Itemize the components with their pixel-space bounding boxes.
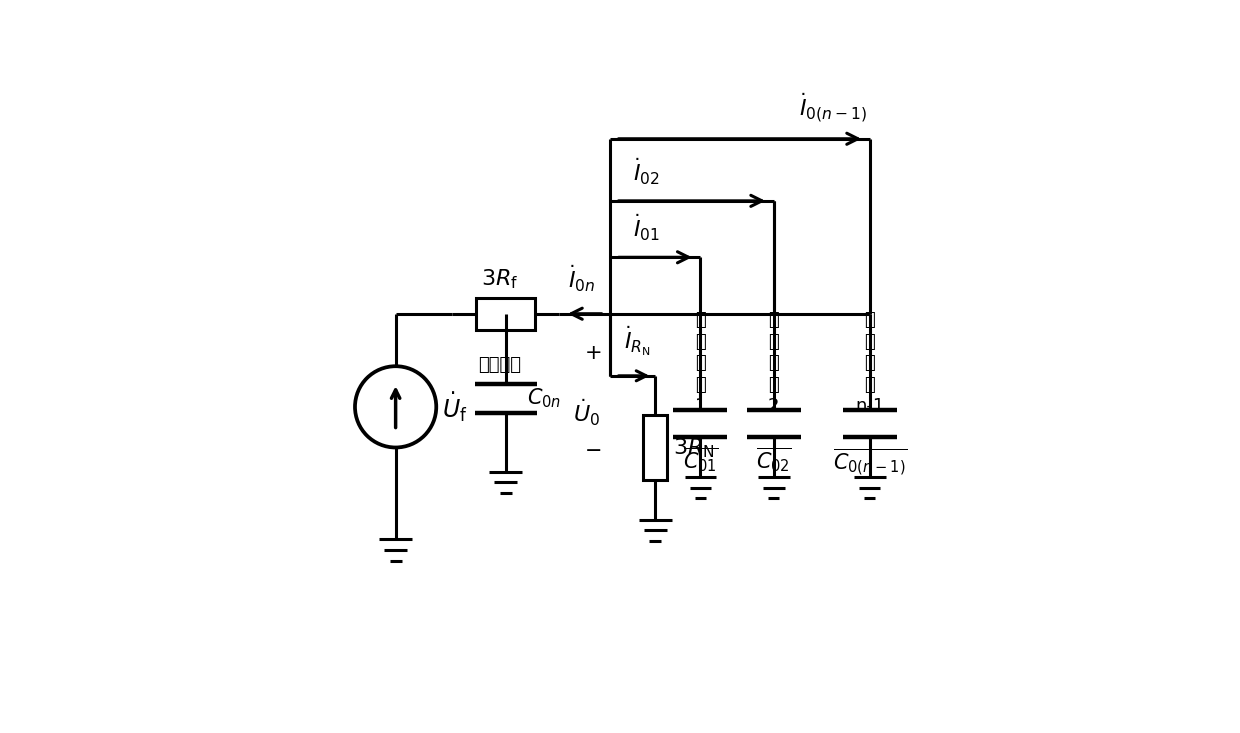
Text: $+$: $+$ <box>584 343 601 364</box>
Text: $3R_{\rm N}$: $3R_{\rm N}$ <box>673 436 714 460</box>
Text: 健
全
出
线
n-1: 健 全 出 线 n-1 <box>856 311 884 415</box>
Text: $\dot{I}_{02}$: $\dot{I}_{02}$ <box>632 156 660 187</box>
Text: $\overline{C_{02}}$: $\overline{C_{02}}$ <box>756 446 791 475</box>
Text: 健
全
出
线
2: 健 全 出 线 2 <box>768 311 780 415</box>
Text: $\dot{I}_{01}$: $\dot{I}_{01}$ <box>632 213 660 243</box>
Bar <box>476 298 536 330</box>
Text: $C_{0n}$: $C_{0n}$ <box>527 386 562 410</box>
Text: $\overline{C_{0(n-1)}}$: $\overline{C_{0(n-1)}}$ <box>832 446 906 478</box>
Text: $\dot{U}_{\rm f}$: $\dot{U}_{\rm f}$ <box>441 390 467 424</box>
Text: $\dot{U}_{0}$: $\dot{U}_{0}$ <box>573 397 600 428</box>
Text: $3R_{\rm f}$: $3R_{\rm f}$ <box>481 268 518 291</box>
Text: $\dot{I}_{R_{\rm N}}$: $\dot{I}_{R_{\rm N}}$ <box>624 325 651 358</box>
Bar <box>644 416 667 480</box>
Text: $\dot{I}_{0n}$: $\dot{I}_{0n}$ <box>568 263 595 294</box>
Text: 健
全
出
线
1: 健 全 出 线 1 <box>694 311 706 415</box>
Text: $\overline{C_{01}}$: $\overline{C_{01}}$ <box>682 446 718 475</box>
Text: $\dot{I}_{0(n-1)}$: $\dot{I}_{0(n-1)}$ <box>799 91 867 125</box>
Text: 故障出线: 故障出线 <box>479 356 522 374</box>
Text: $-$: $-$ <box>584 439 601 459</box>
